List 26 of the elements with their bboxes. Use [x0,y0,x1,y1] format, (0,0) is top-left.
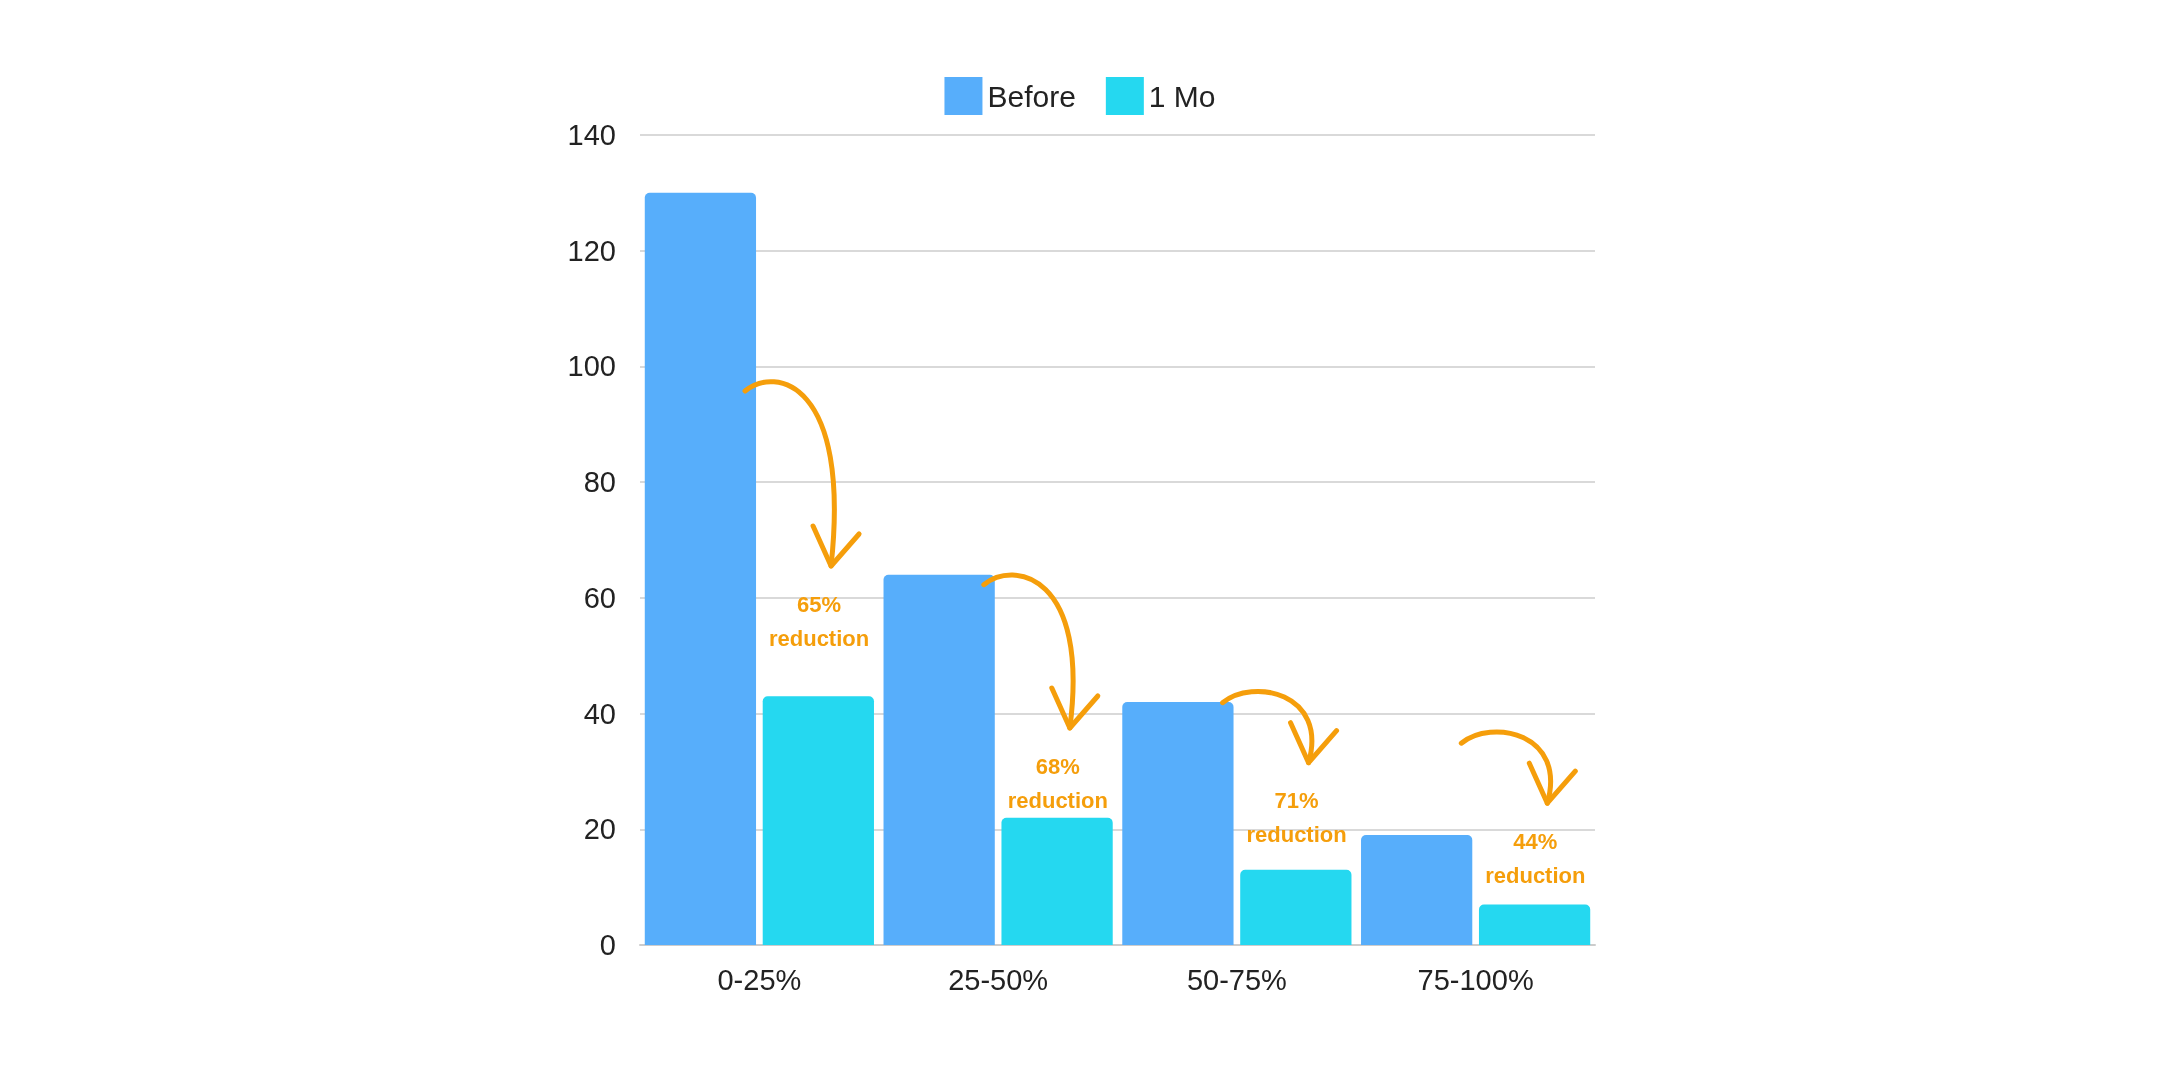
y-tick-label: 100 [567,350,616,383]
y-tick-label: 20 [583,813,616,846]
x-tick-label: 25-50% [948,963,1049,996]
bar [644,192,757,945]
x-tick-label: 0-25% [717,963,802,996]
bar [1361,835,1473,945]
legend-label: 1 Mo [1148,79,1216,113]
bar [883,574,995,945]
bar [1001,817,1113,945]
annotation: 68% reduction [1007,753,1108,813]
y-tick-label: 140 [567,119,616,151]
annotation: 44% reduction [1485,828,1586,888]
annotation: 65% reduction [768,591,870,651]
x-tick-label: 75-100% [1417,963,1534,996]
bar [1478,904,1591,945]
y-tick-label: 40 [583,697,616,730]
y-tick-label: 60 [583,581,616,614]
legend-label: Before [987,79,1076,113]
bar [1240,869,1352,945]
bar [762,696,874,945]
annotation: 71% reduction [1246,788,1347,848]
x-tick-label: 50-75% [1186,963,1287,996]
y-tick-label: 80 [583,466,616,499]
y-tick-label: 0 [599,929,616,961]
bar [1122,702,1234,945]
y-tick-label: 120 [567,234,616,267]
